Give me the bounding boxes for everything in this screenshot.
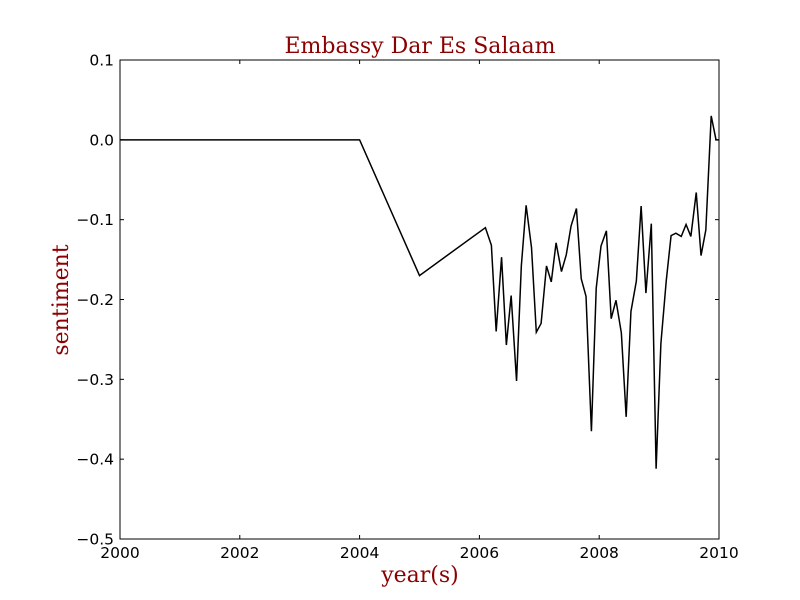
x-axis-label: year(s) (380, 563, 459, 588)
x-tick-label: 2008 (579, 544, 618, 562)
plot-area (120, 115, 719, 469)
plot-frame (119, 59, 720, 540)
x-tick-label: 2010 (699, 544, 738, 562)
y-tick-label: −0.4 (76, 451, 114, 469)
y-tick-label: 0.0 (89, 131, 114, 149)
y-tick-label: −0.5 (76, 531, 114, 549)
x-tick-label: 2002 (220, 544, 259, 562)
chart-title: Embassy Dar Es Salaam (284, 34, 555, 59)
y-tick-label: −0.2 (76, 291, 114, 309)
x-tick-label: 2004 (340, 544, 379, 562)
y-axis-label: sentiment (49, 244, 74, 355)
x-tick-label: 2006 (460, 544, 499, 562)
series-line (120, 115, 719, 469)
y-tick-label: −0.3 (76, 371, 114, 389)
y-tick-label: −0.1 (76, 211, 114, 229)
axes: 2000 2002 2004 2006 2008 2010 0.1 0.0 −0.1 −0.2 −0… (76, 52, 738, 563)
y-tick-label: 0.1 (89, 52, 114, 70)
x-tick-label: 2000 (100, 544, 139, 562)
